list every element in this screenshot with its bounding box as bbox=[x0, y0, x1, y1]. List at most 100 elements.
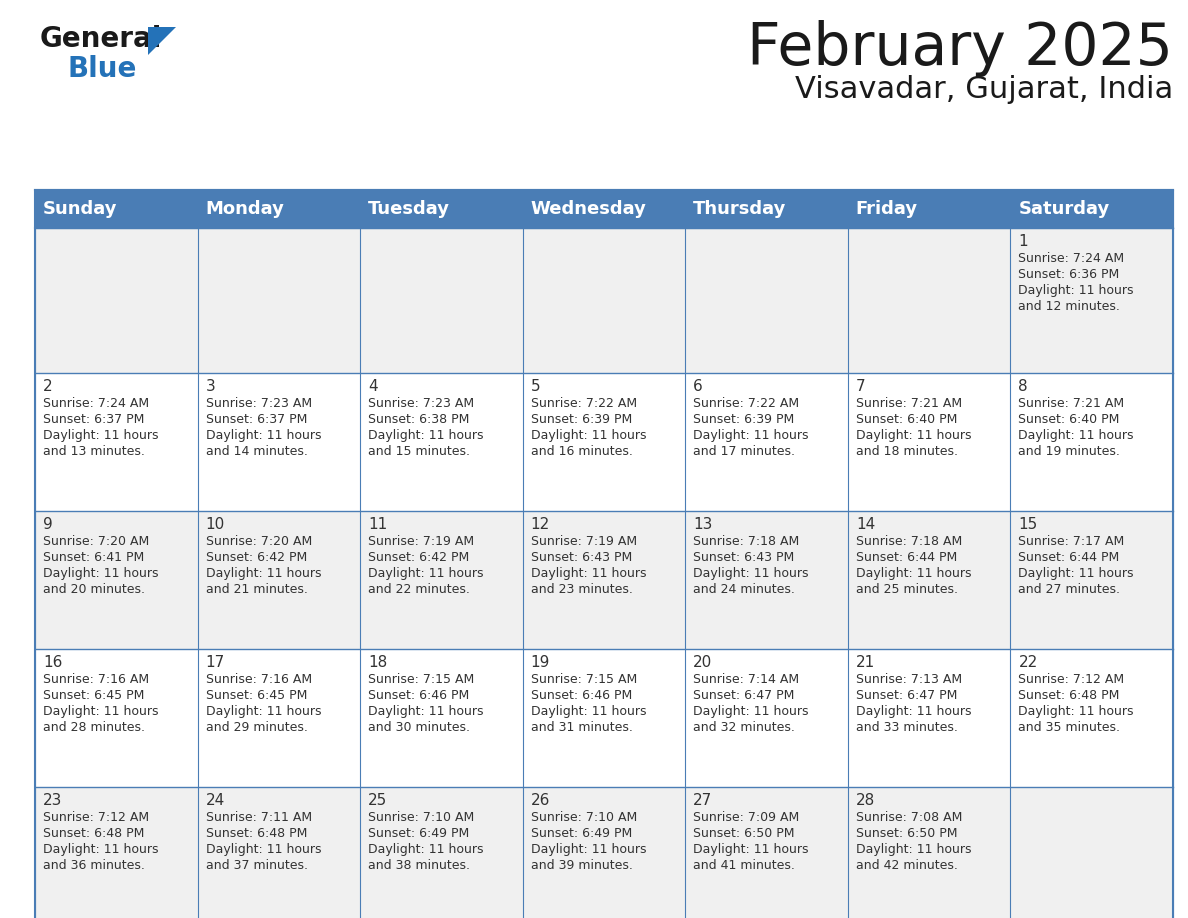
Bar bbox=[685, 787, 848, 918]
Text: and 42 minutes.: and 42 minutes. bbox=[855, 859, 958, 872]
Text: Sunrise: 7:21 AM: Sunrise: 7:21 AM bbox=[1018, 397, 1125, 410]
Text: and 29 minutes.: and 29 minutes. bbox=[206, 721, 308, 734]
Text: and 39 minutes.: and 39 minutes. bbox=[531, 859, 632, 872]
Bar bbox=[197, 649, 360, 787]
Text: and 28 minutes.: and 28 minutes. bbox=[43, 721, 145, 734]
Text: Sunset: 6:42 PM: Sunset: 6:42 PM bbox=[206, 551, 307, 564]
Bar bbox=[1011, 373, 1173, 511]
Text: Sunset: 6:49 PM: Sunset: 6:49 PM bbox=[368, 827, 469, 840]
Text: 26: 26 bbox=[531, 793, 550, 808]
Bar bbox=[197, 190, 360, 228]
Bar bbox=[848, 190, 1011, 228]
Text: and 32 minutes.: and 32 minutes. bbox=[694, 721, 795, 734]
Bar bbox=[360, 190, 523, 228]
Text: and 31 minutes.: and 31 minutes. bbox=[531, 721, 632, 734]
Text: Sunrise: 7:10 AM: Sunrise: 7:10 AM bbox=[531, 811, 637, 824]
Text: Sunrise: 7:18 AM: Sunrise: 7:18 AM bbox=[694, 535, 800, 548]
Text: 9: 9 bbox=[43, 517, 52, 532]
Text: Sunrise: 7:16 AM: Sunrise: 7:16 AM bbox=[43, 673, 150, 686]
Text: Sunset: 6:40 PM: Sunset: 6:40 PM bbox=[1018, 413, 1120, 426]
Text: Sunset: 6:47 PM: Sunset: 6:47 PM bbox=[855, 689, 958, 702]
Text: Sunrise: 7:18 AM: Sunrise: 7:18 AM bbox=[855, 535, 962, 548]
Text: and 12 minutes.: and 12 minutes. bbox=[1018, 300, 1120, 313]
Text: Daylight: 11 hours: Daylight: 11 hours bbox=[206, 843, 321, 856]
Text: Sunrise: 7:23 AM: Sunrise: 7:23 AM bbox=[368, 397, 474, 410]
Text: Sunset: 6:37 PM: Sunset: 6:37 PM bbox=[43, 413, 145, 426]
Text: General: General bbox=[40, 25, 163, 53]
Text: and 33 minutes.: and 33 minutes. bbox=[855, 721, 958, 734]
Text: 12: 12 bbox=[531, 517, 550, 532]
Text: Daylight: 11 hours: Daylight: 11 hours bbox=[206, 429, 321, 442]
Bar bbox=[685, 649, 848, 787]
Bar bbox=[197, 373, 360, 511]
Text: Daylight: 11 hours: Daylight: 11 hours bbox=[694, 843, 809, 856]
Text: 15: 15 bbox=[1018, 517, 1037, 532]
Text: 14: 14 bbox=[855, 517, 876, 532]
Bar bbox=[34, 373, 197, 511]
Bar bbox=[523, 787, 685, 918]
Text: Sunset: 6:37 PM: Sunset: 6:37 PM bbox=[206, 413, 307, 426]
Text: and 23 minutes.: and 23 minutes. bbox=[531, 583, 632, 596]
Text: Daylight: 11 hours: Daylight: 11 hours bbox=[368, 429, 484, 442]
Text: and 19 minutes.: and 19 minutes. bbox=[1018, 445, 1120, 458]
Text: Daylight: 11 hours: Daylight: 11 hours bbox=[694, 567, 809, 580]
Text: and 14 minutes.: and 14 minutes. bbox=[206, 445, 308, 458]
Text: Sunset: 6:42 PM: Sunset: 6:42 PM bbox=[368, 551, 469, 564]
Text: and 13 minutes.: and 13 minutes. bbox=[43, 445, 145, 458]
Text: and 41 minutes.: and 41 minutes. bbox=[694, 859, 795, 872]
Text: and 37 minutes.: and 37 minutes. bbox=[206, 859, 308, 872]
Text: Daylight: 11 hours: Daylight: 11 hours bbox=[1018, 705, 1133, 718]
Text: 8: 8 bbox=[1018, 379, 1028, 394]
Bar bbox=[360, 228, 523, 373]
Bar bbox=[1011, 511, 1173, 649]
Text: Sunrise: 7:13 AM: Sunrise: 7:13 AM bbox=[855, 673, 962, 686]
Bar bbox=[848, 373, 1011, 511]
Text: Blue: Blue bbox=[68, 55, 138, 83]
Bar bbox=[360, 511, 523, 649]
Text: Sunset: 6:48 PM: Sunset: 6:48 PM bbox=[43, 827, 145, 840]
Text: Sunday: Sunday bbox=[43, 200, 118, 218]
Text: and 25 minutes.: and 25 minutes. bbox=[855, 583, 958, 596]
Text: Daylight: 11 hours: Daylight: 11 hours bbox=[1018, 284, 1133, 297]
Text: and 27 minutes.: and 27 minutes. bbox=[1018, 583, 1120, 596]
Text: Daylight: 11 hours: Daylight: 11 hours bbox=[43, 843, 158, 856]
Bar bbox=[848, 228, 1011, 373]
Text: 16: 16 bbox=[43, 655, 63, 670]
Text: Sunrise: 7:24 AM: Sunrise: 7:24 AM bbox=[1018, 252, 1125, 265]
Text: Sunrise: 7:24 AM: Sunrise: 7:24 AM bbox=[43, 397, 150, 410]
Bar bbox=[197, 228, 360, 373]
Text: Visavadar, Gujarat, India: Visavadar, Gujarat, India bbox=[795, 75, 1173, 104]
Text: Sunset: 6:44 PM: Sunset: 6:44 PM bbox=[855, 551, 958, 564]
Text: and 18 minutes.: and 18 minutes. bbox=[855, 445, 958, 458]
Text: Sunset: 6:43 PM: Sunset: 6:43 PM bbox=[694, 551, 795, 564]
Text: 21: 21 bbox=[855, 655, 876, 670]
Bar bbox=[360, 787, 523, 918]
Text: Daylight: 11 hours: Daylight: 11 hours bbox=[1018, 429, 1133, 442]
Bar bbox=[685, 228, 848, 373]
Polygon shape bbox=[148, 27, 176, 55]
Text: 10: 10 bbox=[206, 517, 225, 532]
Bar bbox=[197, 787, 360, 918]
Text: 23: 23 bbox=[43, 793, 63, 808]
Text: 1: 1 bbox=[1018, 234, 1028, 249]
Text: Sunrise: 7:10 AM: Sunrise: 7:10 AM bbox=[368, 811, 474, 824]
Text: Sunset: 6:38 PM: Sunset: 6:38 PM bbox=[368, 413, 469, 426]
Text: Daylight: 11 hours: Daylight: 11 hours bbox=[368, 843, 484, 856]
Text: 6: 6 bbox=[694, 379, 703, 394]
Bar bbox=[34, 228, 197, 373]
Bar bbox=[34, 649, 197, 787]
Text: Sunset: 6:49 PM: Sunset: 6:49 PM bbox=[531, 827, 632, 840]
Bar bbox=[34, 787, 197, 918]
Bar bbox=[848, 511, 1011, 649]
Text: Sunset: 6:36 PM: Sunset: 6:36 PM bbox=[1018, 268, 1119, 281]
Bar bbox=[360, 373, 523, 511]
Text: Sunrise: 7:12 AM: Sunrise: 7:12 AM bbox=[1018, 673, 1125, 686]
Text: and 35 minutes.: and 35 minutes. bbox=[1018, 721, 1120, 734]
Text: Sunset: 6:47 PM: Sunset: 6:47 PM bbox=[694, 689, 795, 702]
Text: Saturday: Saturday bbox=[1018, 200, 1110, 218]
Text: 27: 27 bbox=[694, 793, 713, 808]
Text: 17: 17 bbox=[206, 655, 225, 670]
Text: Sunset: 6:41 PM: Sunset: 6:41 PM bbox=[43, 551, 144, 564]
Text: Daylight: 11 hours: Daylight: 11 hours bbox=[368, 567, 484, 580]
Text: Monday: Monday bbox=[206, 200, 284, 218]
